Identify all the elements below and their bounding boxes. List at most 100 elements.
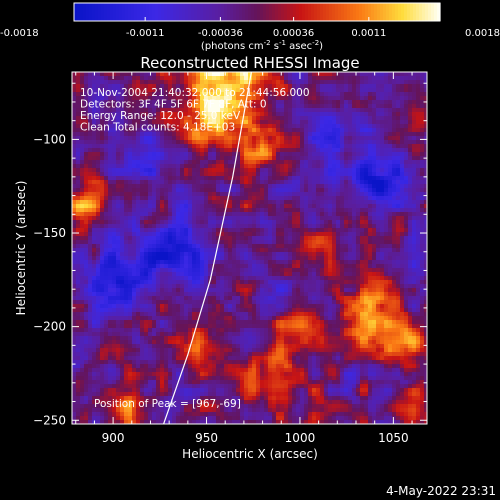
image-pixel [248, 228, 253, 233]
image-pixel [268, 192, 273, 197]
image-pixel [132, 180, 137, 185]
colorbar-cell [239, 3, 243, 21]
image-pixel [348, 180, 353, 185]
image-pixel [316, 192, 321, 197]
image-pixel [412, 120, 417, 125]
image-pixel [240, 144, 245, 149]
image-pixel [208, 176, 213, 181]
image-pixel [332, 140, 337, 145]
image-pixel [104, 192, 109, 197]
image-pixel [376, 144, 381, 149]
image-pixel [132, 212, 137, 217]
image-pixel [216, 260, 221, 265]
image-pixel [364, 176, 369, 181]
image-pixel [336, 152, 341, 157]
image-pixel [376, 252, 381, 257]
image-pixel [160, 92, 165, 97]
image-pixel [148, 232, 153, 237]
image-pixel [344, 148, 349, 153]
image-pixel [336, 116, 341, 121]
image-pixel [356, 212, 361, 217]
image-pixel [320, 92, 325, 97]
image-pixel [384, 168, 389, 173]
image-pixel [320, 164, 325, 169]
image-pixel [220, 80, 225, 85]
image-pixel [336, 168, 341, 173]
image-pixel [360, 180, 365, 185]
image-pixel [416, 80, 421, 85]
image-pixel [240, 248, 245, 253]
image-pixel [380, 88, 385, 93]
image-pixel [224, 164, 229, 169]
image-pixel [120, 76, 125, 81]
image-pixel [408, 184, 413, 189]
image-pixel [76, 236, 81, 241]
image-pixel [296, 124, 301, 129]
image-pixel [332, 168, 337, 173]
image-pixel [176, 252, 181, 257]
image-pixel [372, 176, 377, 181]
image-pixel [220, 88, 225, 93]
image-pixel [260, 232, 265, 237]
colorbar-tick-label: 0.0011 [351, 28, 386, 39]
image-pixel [360, 112, 365, 117]
image-pixel [164, 224, 169, 229]
image-pixel [372, 164, 377, 169]
image-pixel [156, 200, 161, 205]
image-pixel [88, 168, 93, 173]
colorbar-cell [398, 3, 402, 21]
image-pixel [316, 200, 321, 205]
image-pixel [100, 88, 105, 93]
image-pixel [308, 140, 313, 145]
image-pixel [200, 148, 205, 153]
image-pixel [164, 264, 169, 269]
image-pixel [216, 220, 221, 225]
image-pixel [192, 96, 197, 101]
image-pixel [200, 128, 205, 133]
image-pixel [232, 72, 237, 77]
image-pixel [208, 92, 213, 97]
image-pixel [404, 108, 409, 113]
image-pixel [160, 96, 165, 101]
image-pixel [144, 144, 149, 149]
image-pixel [304, 124, 309, 129]
image-pixel [132, 288, 137, 293]
image-pixel [108, 284, 113, 289]
image-pixel [232, 228, 237, 233]
image-pixel [300, 104, 305, 109]
image-pixel [392, 124, 397, 129]
image-pixel [168, 92, 173, 97]
image-pixel [100, 72, 105, 77]
image-pixel [268, 264, 273, 269]
image-pixel [80, 176, 85, 181]
image-pixel [76, 232, 81, 237]
image-pixel [344, 104, 349, 109]
image-pixel [168, 96, 173, 101]
image-pixel [104, 96, 109, 101]
image-pixel [188, 240, 193, 245]
image-pixel [352, 176, 357, 181]
image-pixel [124, 184, 129, 189]
image-pixel [264, 160, 269, 165]
image-pixel [128, 176, 133, 181]
colorbar-cell [281, 3, 285, 21]
image-pixel [420, 76, 425, 81]
image-pixel [240, 252, 245, 257]
image-pixel [308, 148, 313, 153]
image-pixel [172, 276, 177, 281]
image-pixel [384, 160, 389, 165]
image-pixel [140, 108, 145, 113]
image-pixel [364, 260, 369, 265]
image-pixel [276, 280, 281, 285]
image-pixel [384, 180, 389, 185]
image-pixel [120, 160, 125, 165]
image-pixel [368, 192, 373, 197]
image-pixel [356, 144, 361, 149]
image-pixel [160, 228, 165, 233]
image-pixel [412, 168, 417, 173]
image-pixel [104, 120, 109, 125]
image-pixel [152, 256, 157, 261]
colorbar-cell [110, 3, 114, 21]
image-pixel [172, 288, 177, 293]
image-pixel [108, 76, 113, 81]
